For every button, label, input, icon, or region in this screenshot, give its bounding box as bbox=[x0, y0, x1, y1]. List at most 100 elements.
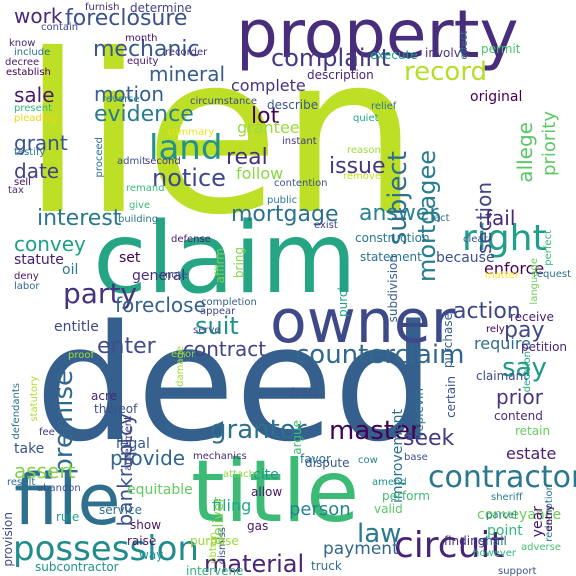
word-determine: determine bbox=[130, 1, 192, 15]
word-master: master bbox=[329, 416, 421, 446]
word-fail: fail bbox=[485, 206, 516, 230]
word-mechanic: mechanic bbox=[93, 37, 200, 62]
word-note: note bbox=[165, 270, 188, 281]
word-support: support bbox=[498, 566, 537, 576]
word-request: request bbox=[533, 269, 572, 280]
word-error: error bbox=[171, 349, 196, 360]
word-perfect: perfect bbox=[543, 230, 554, 266]
word-summary: summary bbox=[167, 127, 215, 138]
word-enforce: enforce bbox=[484, 259, 545, 278]
word-raise: raise bbox=[127, 534, 157, 548]
word-year: year bbox=[530, 506, 546, 538]
word-truck: truck bbox=[311, 559, 342, 573]
word-receive: receive bbox=[510, 310, 554, 324]
word-payment: payment bbox=[323, 539, 399, 559]
word-decree: decree bbox=[5, 57, 40, 68]
word-sell: sell bbox=[14, 177, 31, 188]
word-counterclaim: counterclaim bbox=[295, 340, 465, 370]
word-furnish: furnish bbox=[85, 2, 120, 13]
word-lot: lot bbox=[251, 104, 280, 129]
word-parcel: parcel bbox=[486, 510, 517, 521]
word-complete: complete bbox=[231, 76, 306, 95]
word-exist: exist bbox=[314, 220, 338, 231]
word-clear: clear bbox=[463, 234, 488, 245]
word-bring: bring bbox=[232, 247, 246, 279]
word-action: action bbox=[453, 299, 521, 324]
word-motion: motion bbox=[94, 82, 165, 106]
word-seek: seek bbox=[403, 426, 455, 451]
word-equity: equity bbox=[127, 56, 159, 67]
word-issue: issue bbox=[329, 154, 386, 179]
word-provide: provide bbox=[110, 446, 186, 470]
word-allege: allege bbox=[513, 122, 537, 183]
word-gas: gas bbox=[247, 519, 269, 533]
word-serve: serve bbox=[193, 325, 221, 336]
word-claim: claim bbox=[93, 202, 357, 316]
word-mineral: mineral bbox=[149, 62, 226, 86]
word-replevin: replevin bbox=[412, 388, 426, 437]
word-completion: completion bbox=[201, 297, 257, 308]
word-allow: allow bbox=[251, 485, 283, 499]
word-priority: priority bbox=[539, 111, 560, 176]
word-permit: permit bbox=[481, 42, 521, 56]
word-land: land bbox=[149, 128, 223, 168]
word-right: right bbox=[462, 218, 547, 259]
word-statutory: statutory bbox=[29, 376, 40, 422]
word-because: because bbox=[436, 250, 495, 266]
word-suit: suit bbox=[195, 312, 239, 340]
word-property: property bbox=[236, 0, 519, 73]
word-reverse: reverse bbox=[102, 94, 140, 105]
word-agreement: agreement bbox=[123, 416, 134, 471]
word-rely: rely bbox=[486, 324, 505, 335]
word-deny: deny bbox=[14, 271, 39, 282]
word-cow: cow bbox=[358, 455, 378, 466]
word-amend: amend bbox=[372, 477, 407, 488]
word-interest: interest bbox=[37, 206, 122, 231]
word-contractor: contractor bbox=[428, 460, 576, 495]
word-complaint: complaint bbox=[271, 44, 391, 72]
word-subcontractor: subcontractor bbox=[35, 560, 119, 574]
word-statement: statement bbox=[360, 250, 422, 264]
word-cite: cite bbox=[253, 467, 279, 483]
word-appear: appear bbox=[200, 306, 236, 317]
word-circumstance: circumstance bbox=[190, 96, 257, 107]
word-grantee: grantee bbox=[237, 118, 300, 137]
word-second: second bbox=[145, 156, 181, 167]
word-involve: involve bbox=[425, 46, 469, 60]
word-file: file bbox=[14, 459, 121, 541]
word-labor: labor bbox=[14, 281, 40, 292]
word-recorder: recorder bbox=[165, 47, 208, 58]
word-defense: defense bbox=[171, 234, 211, 245]
word-however: however bbox=[473, 548, 516, 559]
word-filing: filing bbox=[212, 496, 252, 515]
word-person: person bbox=[289, 499, 351, 520]
word-sheriff: sheriff bbox=[491, 492, 523, 503]
word-possession: possession bbox=[13, 529, 199, 569]
word-act: act bbox=[434, 213, 450, 224]
word-lien: lien bbox=[22, 7, 420, 263]
word-grantor: grantor bbox=[210, 415, 307, 445]
word-certain: certain bbox=[444, 376, 458, 418]
word-law: law bbox=[357, 519, 402, 549]
word-give: give bbox=[129, 200, 151, 211]
word-description: description bbox=[307, 68, 374, 82]
word-building: building bbox=[118, 214, 159, 225]
word-defendants: defendants bbox=[11, 383, 22, 440]
word-testify: testify bbox=[14, 147, 46, 158]
word-result: result bbox=[7, 477, 36, 488]
word-public: public bbox=[267, 195, 298, 206]
word-fee: fee bbox=[39, 427, 55, 438]
word-acre: acre bbox=[91, 389, 118, 403]
word-matter: matter bbox=[485, 270, 519, 281]
word-record: record bbox=[404, 57, 488, 87]
word-party: party bbox=[63, 277, 137, 310]
word-legal: legal bbox=[116, 436, 150, 452]
word-adverse: adverse bbox=[521, 542, 562, 553]
word-purchaser: purchaser bbox=[336, 257, 350, 318]
word-work: work bbox=[14, 4, 63, 28]
word-argue: argue bbox=[290, 420, 304, 455]
word-decision: decision bbox=[522, 351, 533, 393]
word-present: present bbox=[14, 103, 53, 114]
word-proceed: proceed bbox=[94, 137, 105, 178]
word-include: include bbox=[14, 47, 51, 58]
